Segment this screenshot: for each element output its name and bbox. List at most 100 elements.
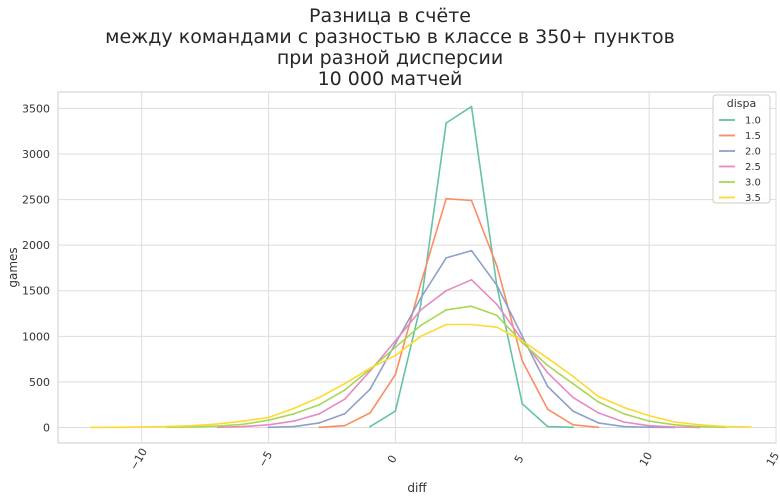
chart-title-line-3: при разной дисперсии	[276, 47, 504, 69]
y-tick-label: 500	[29, 376, 50, 389]
data-point-3.5	[343, 382, 346, 385]
data-point-2.5	[293, 420, 295, 423]
y-tick-label: 2000	[22, 239, 50, 252]
data-point-3.0	[698, 425, 701, 428]
data-point-3.5	[242, 420, 245, 423]
data-point-2.5	[445, 289, 448, 292]
x-tick-label: 10	[637, 450, 655, 469]
data-point-3.5	[445, 323, 448, 326]
data-point-2.5	[267, 423, 270, 426]
data-point-3.5	[546, 357, 549, 360]
y-tick-label: 2500	[22, 194, 50, 207]
data-point-2.0	[470, 249, 473, 252]
data-point-3.0	[597, 401, 600, 403]
data-point-1.5	[394, 373, 397, 376]
y-tick-label: 3000	[22, 148, 50, 161]
data-point-1.5	[572, 423, 574, 426]
data-point-1.5	[318, 426, 321, 429]
data-point-2.0	[546, 385, 549, 388]
data-point-3.5	[166, 425, 168, 428]
data-point-2.5	[496, 303, 498, 306]
y-axis-label: games	[6, 247, 20, 287]
data-point-2.5	[242, 425, 245, 428]
data-point-3.5	[419, 335, 422, 338]
data-point-3.5	[673, 421, 676, 423]
data-point-2.0	[318, 422, 321, 424]
x-tick-label: −5	[256, 449, 275, 470]
data-point-3.0	[546, 364, 549, 367]
y-tick-label: 3500	[22, 102, 50, 115]
data-point-2.0	[572, 410, 574, 412]
data-point-1.5	[343, 424, 346, 427]
data-point-3.5	[470, 323, 473, 326]
data-point-3.5	[216, 422, 219, 425]
data-point-3.0	[470, 305, 473, 308]
x-tick-label: −10	[127, 446, 150, 473]
data-point-2.0	[445, 257, 448, 259]
data-point-3.0	[521, 341, 524, 344]
legend-label-1.0: 1.0	[745, 116, 761, 127]
data-point-1.5	[521, 360, 524, 362]
data-point-3.0	[445, 308, 448, 311]
data-point-3.5	[191, 424, 194, 427]
data-point-2.5	[343, 398, 346, 401]
data-point-3.5	[597, 395, 600, 398]
data-point-1.0	[419, 303, 422, 306]
data-point-3.5	[622, 406, 625, 409]
data-point-3.5	[698, 423, 701, 426]
data-point-2.0	[597, 422, 600, 424]
data-point-2.0	[267, 426, 270, 429]
data-point-2.5	[470, 278, 473, 281]
data-point-3.0	[343, 389, 346, 392]
data-point-3.5	[648, 414, 651, 417]
data-point-3.5	[267, 416, 270, 419]
data-point-3.0	[318, 403, 321, 406]
data-point-3.5	[724, 425, 727, 428]
data-point-3.0	[293, 412, 295, 415]
legend-label-3.0: 3.0	[745, 178, 761, 189]
data-point-2.5	[419, 308, 422, 311]
chart-title-line-2: между командами с разностью в классе в 3…	[105, 26, 675, 48]
data-point-1.5	[369, 412, 371, 414]
data-point-2.0	[622, 425, 625, 428]
data-point-3.0	[394, 346, 397, 349]
data-point-2.0	[496, 284, 498, 287]
data-point-1.5	[470, 199, 473, 202]
legend-label-3.5: 3.5	[745, 193, 761, 204]
data-point-3.5	[749, 426, 752, 428]
series-line-1.5	[319, 197, 599, 429]
data-point-1.0	[521, 402, 524, 405]
data-point-2.0	[648, 426, 651, 429]
legend-label-2.0: 2.0	[745, 147, 761, 158]
x-tick-label: 5	[512, 453, 527, 466]
data-point-2.0	[521, 335, 524, 338]
data-point-3.0	[572, 382, 574, 385]
data-point-2.5	[546, 371, 549, 374]
data-point-3.5	[115, 426, 118, 429]
data-point-3.5	[369, 367, 371, 370]
data-point-3.0	[496, 314, 498, 317]
data-point-3.5	[572, 375, 574, 378]
data-point-1.0	[369, 425, 371, 428]
data-point-3.5	[521, 339, 524, 342]
data-point-2.5	[572, 396, 574, 399]
data-point-1.0	[394, 410, 397, 412]
legend-box	[712, 94, 771, 204]
data-point-1.5	[496, 265, 498, 268]
data-point-2.0	[369, 388, 371, 391]
data-point-3.0	[191, 426, 194, 428]
chart-title-line-1: Разница в счёте	[309, 5, 471, 27]
data-point-2.5	[318, 412, 321, 415]
data-point-2.5	[622, 421, 625, 423]
y-tick-label: 1500	[22, 285, 50, 298]
data-point-1.0	[572, 426, 574, 429]
x-tick-label: 15	[764, 450, 780, 469]
data-point-1.5	[546, 408, 549, 411]
data-point-2.0	[419, 297, 422, 299]
y-tick-label: 1000	[22, 330, 50, 343]
data-point-1.5	[597, 426, 600, 429]
data-point-3.5	[90, 426, 92, 429]
data-point-3.0	[622, 412, 625, 415]
data-point-2.5	[648, 424, 651, 427]
